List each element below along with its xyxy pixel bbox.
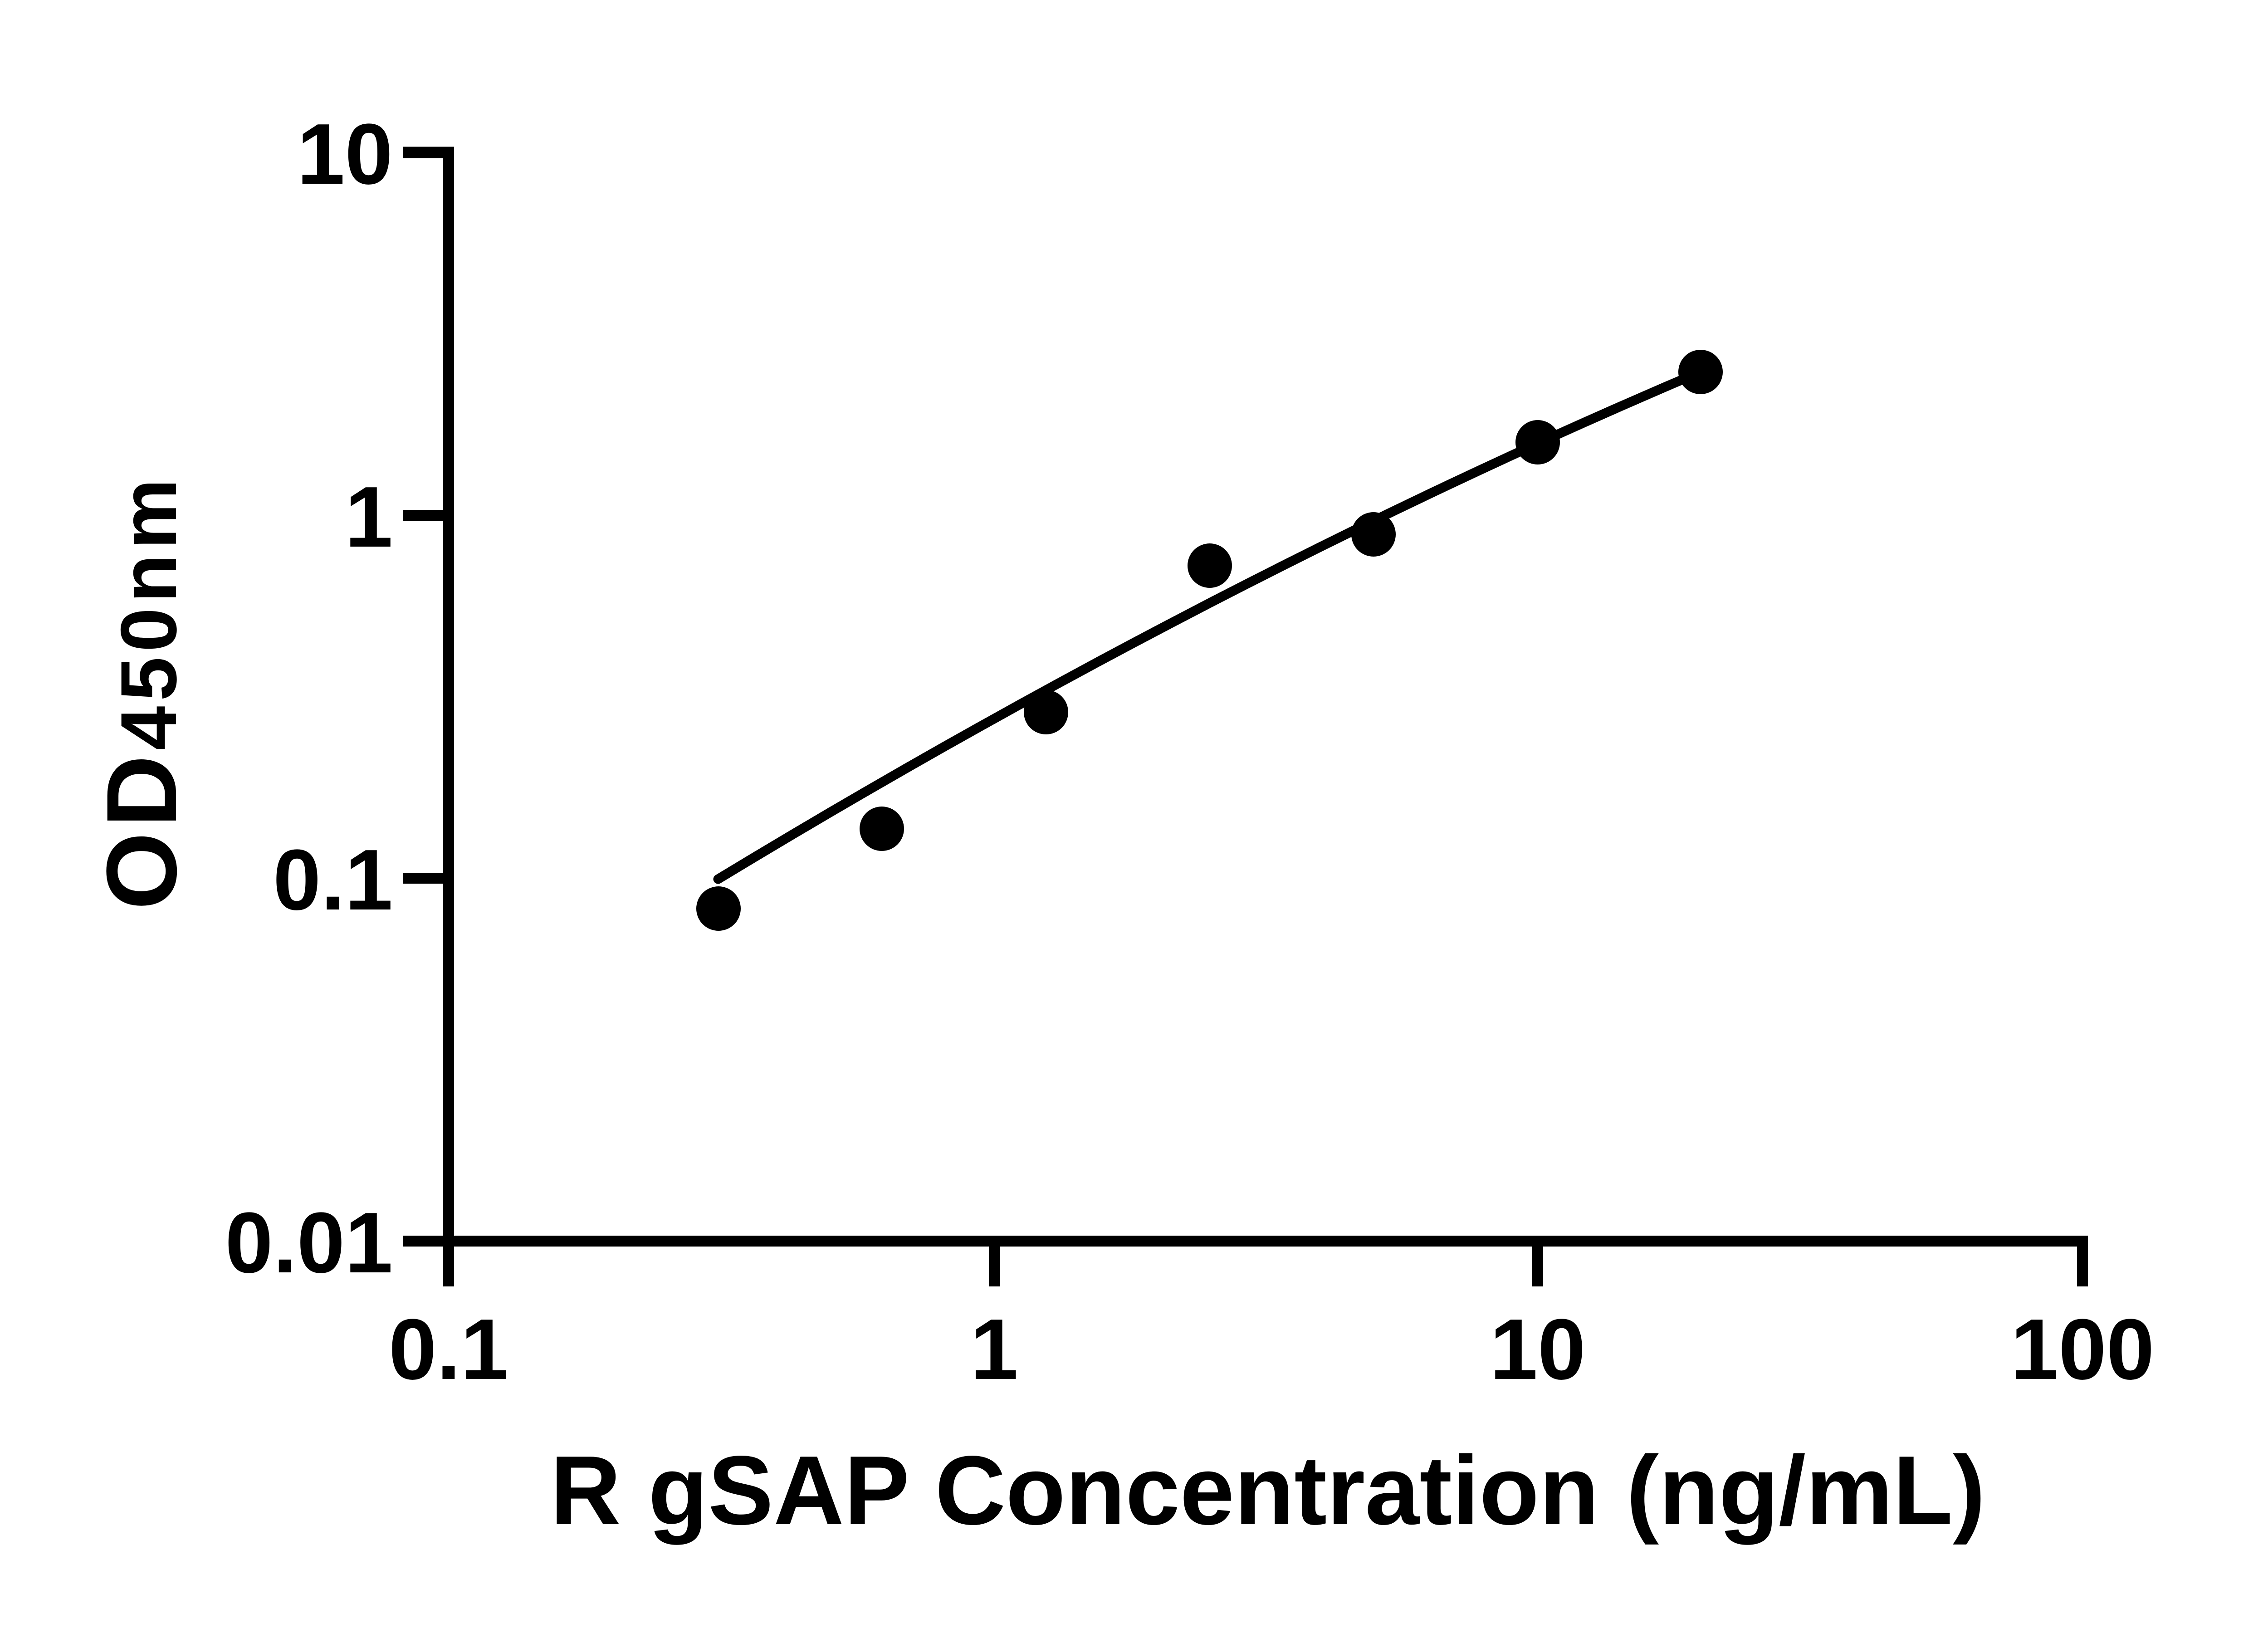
svg-text:1: 1 [970, 1301, 1018, 1398]
svg-text:0.1: 0.1 [273, 832, 393, 928]
svg-text:10: 10 [1490, 1301, 1585, 1398]
svg-text:0.01: 0.01 [225, 1195, 393, 1291]
svg-text:OD450nm: OD450nm [86, 474, 197, 909]
svg-text:0.1: 0.1 [389, 1301, 508, 1398]
svg-text:R gSAP Concentration (ng/mL): R gSAP Concentration (ng/mL) [550, 1435, 1985, 1545]
svg-text:1: 1 [345, 469, 393, 565]
svg-text:10: 10 [297, 106, 393, 202]
svg-text:100: 100 [2010, 1301, 2154, 1398]
